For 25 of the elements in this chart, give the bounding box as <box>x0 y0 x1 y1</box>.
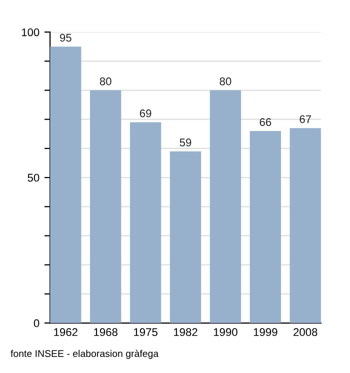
bar <box>130 122 162 324</box>
bar <box>290 128 321 324</box>
bar <box>250 131 281 324</box>
x-tick-label: 1982 <box>174 328 198 336</box>
x-tick-label: 1999 <box>254 328 278 336</box>
bar <box>50 46 82 324</box>
x-tick-label: 1962 <box>54 328 78 336</box>
source-note: fonte INSEE - elaborasion gràfega <box>10 350 159 359</box>
y-tick-label: 0 <box>34 319 40 328</box>
x-tick-label: 2008 <box>294 328 318 336</box>
y-tick-label: 100 <box>22 28 40 36</box>
x-tick-label: 1990 <box>214 328 238 336</box>
x-tick-label: 1968 <box>94 328 118 336</box>
data-label: 80 <box>100 77 112 86</box>
bar <box>90 90 122 324</box>
bar <box>210 90 242 324</box>
y-tick-label: 50 <box>28 174 40 182</box>
x-tick-label: 1975 <box>134 328 158 336</box>
data-label: 80 <box>220 77 232 86</box>
bar <box>170 151 202 324</box>
data-label: 66 <box>260 118 272 126</box>
data-label: 95 <box>60 34 72 42</box>
data-label: 69 <box>140 109 152 118</box>
data-label: 67 <box>300 115 311 124</box>
data-label: 59 <box>180 138 192 146</box>
